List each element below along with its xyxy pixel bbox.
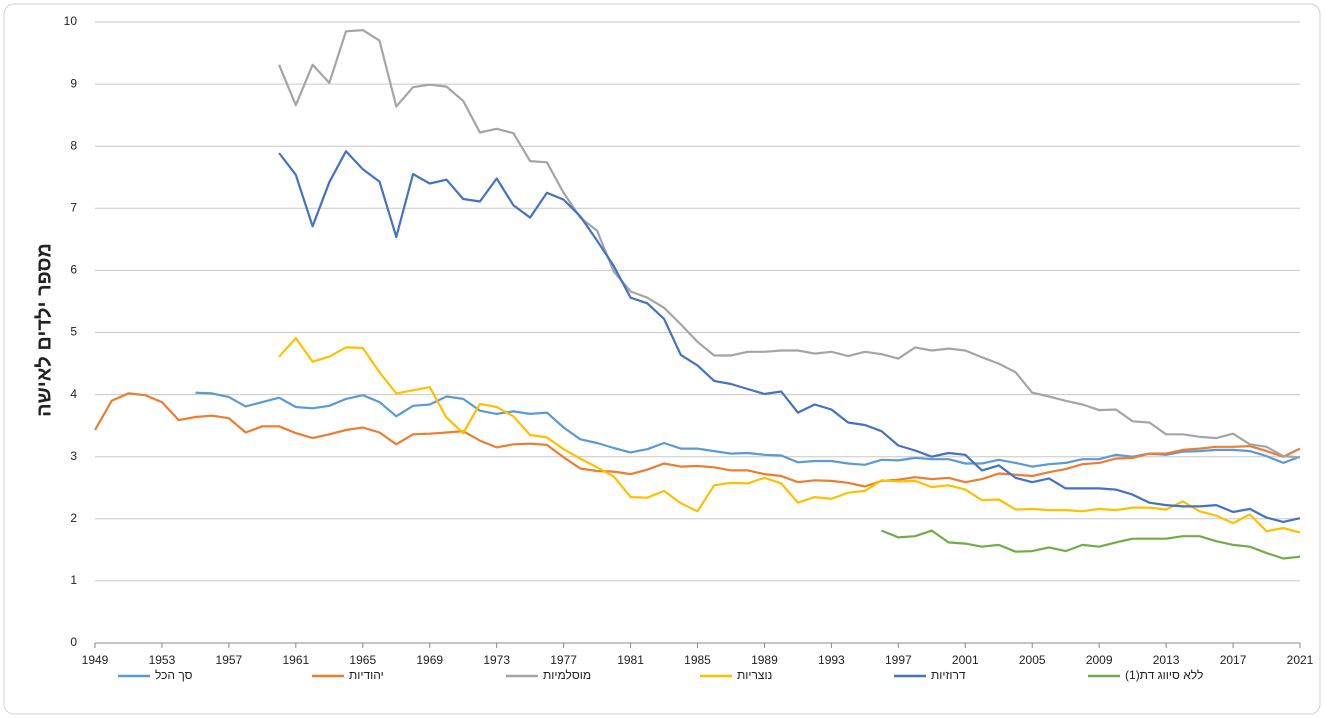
y-tick-label: 6 xyxy=(70,263,77,277)
legend-label: דרוזיות xyxy=(931,668,966,682)
x-tick-label: 1961 xyxy=(282,653,309,667)
x-tick-label: 2013 xyxy=(1153,653,1180,667)
x-tick-label: 1989 xyxy=(751,653,778,667)
legend-label: סך הכל xyxy=(155,668,193,682)
series-line xyxy=(94,392,1301,488)
y-tick-label: 10 xyxy=(64,14,78,28)
y-tick-label: 9 xyxy=(70,76,77,90)
y-tick-label: 5 xyxy=(70,325,77,339)
series-line xyxy=(278,150,1301,523)
x-tick-label: 1997 xyxy=(885,653,912,667)
x-tick-label: 2021 xyxy=(1287,653,1314,667)
x-tick-label: 1969 xyxy=(416,653,443,667)
x-tick-label: 1957 xyxy=(216,653,243,667)
legend-label: נוצריות xyxy=(737,668,772,682)
y-tick-label: 4 xyxy=(70,387,77,401)
x-tick-label: 1993 xyxy=(818,653,845,667)
x-tick-label: 2001 xyxy=(952,653,979,667)
y-tick-label: 3 xyxy=(70,449,77,463)
legend-label: ללא סיווג דת(1) xyxy=(1125,668,1203,682)
x-tick-label: 2017 xyxy=(1220,653,1247,667)
y-tick-label: 2 xyxy=(70,511,77,525)
y-tick-label: 7 xyxy=(70,200,77,214)
series-line xyxy=(278,337,1301,534)
x-tick-label: 1973 xyxy=(483,653,510,667)
y-axis-label: מספר ילדים לאישה xyxy=(33,243,55,417)
series-line xyxy=(881,529,1301,560)
series-line xyxy=(278,29,1301,459)
chart-frame xyxy=(3,3,1321,715)
x-tick-label: 1949 xyxy=(82,653,109,667)
y-tick-label: 0 xyxy=(70,635,77,649)
x-tick-label: 2005 xyxy=(1019,653,1046,667)
x-tick-label: 2009 xyxy=(1086,653,1113,667)
x-tick-label: 1965 xyxy=(349,653,376,667)
series-line xyxy=(195,391,1301,468)
x-tick-label: 1981 xyxy=(617,653,644,667)
legend-label: יהודיות xyxy=(349,668,384,682)
x-tick-label: 1985 xyxy=(684,653,711,667)
x-tick-label: 1977 xyxy=(550,653,577,667)
y-tick-label: 8 xyxy=(70,138,77,152)
y-tick-label: 1 xyxy=(70,573,77,587)
x-tick-label: 1953 xyxy=(149,653,176,667)
legend-label: מוסלמיות xyxy=(543,668,591,682)
